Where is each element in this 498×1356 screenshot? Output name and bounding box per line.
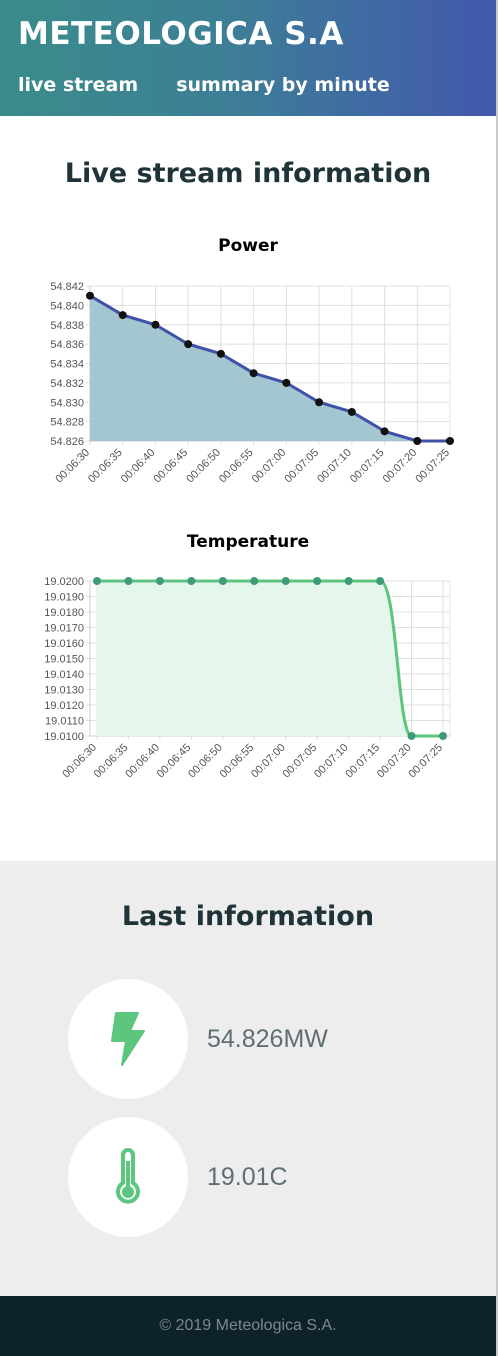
nav-summary-by-minute[interactable]: summary by minute xyxy=(176,74,390,96)
data-point xyxy=(184,340,193,349)
brand-title[interactable]: METEOLOGICA S.A xyxy=(18,16,344,52)
temperature-value: 19.01C xyxy=(207,1162,288,1191)
y-tick-label: 54.842 xyxy=(50,281,84,293)
data-point xyxy=(315,398,324,407)
y-tick-label: 19.0100 xyxy=(44,731,84,743)
y-tick-label: 19.0190 xyxy=(44,592,84,604)
data-point xyxy=(439,732,447,740)
x-tick-label: 00:07:25 xyxy=(413,447,452,486)
y-tick-label: 19.0140 xyxy=(44,669,84,681)
data-point xyxy=(407,732,416,740)
power-info-row: 54.826MW xyxy=(68,979,328,1099)
y-tick-label: 54.834 xyxy=(50,359,84,371)
temperature-chart: 19.0200 19.0190 19.0180 19.0170 19.0160 19.01… xyxy=(44,576,451,781)
x-tick-label: 00:07:20 xyxy=(381,447,420,486)
site-footer: © 2019 Meteologica S.A. xyxy=(0,1296,496,1356)
y-tick-label: 54.836 xyxy=(50,339,84,351)
data-point xyxy=(380,427,389,436)
data-point xyxy=(446,437,454,445)
data-point xyxy=(413,437,422,445)
y-tick-label: 19.0170 xyxy=(44,623,84,635)
x-tick-label: 00:06:55 xyxy=(217,447,256,486)
nav-live-stream[interactable]: live stream xyxy=(18,74,139,96)
x-tick-label: 00:07:00 xyxy=(250,447,289,486)
data-point xyxy=(376,577,385,585)
live-section-title: Live stream information xyxy=(64,158,432,189)
power-icon-circle xyxy=(68,979,188,1099)
x-tick-label: 00:06:30 xyxy=(53,447,92,486)
y-tick-label: 19.0130 xyxy=(44,685,84,697)
data-point xyxy=(124,577,133,585)
x-tick-label: 00:07:10 xyxy=(315,447,354,486)
site-header: METEOLOGICA S.A live stream summary by m… xyxy=(0,0,496,116)
data-point xyxy=(250,577,259,585)
data-point xyxy=(118,311,127,320)
footer-copyright: © 2019 Meteologica S.A. xyxy=(159,1317,337,1334)
y-tick-label: 54.840 xyxy=(50,300,84,312)
x-tick-label: 00:07:25 xyxy=(406,742,445,781)
lightning-icon xyxy=(111,1012,145,1066)
last-information-title: Last information xyxy=(121,901,375,932)
x-tick-label: 00:06:50 xyxy=(184,447,223,486)
temperature-info-row: 19.01C xyxy=(68,1117,288,1237)
temperature-icon-circle xyxy=(68,1117,188,1237)
y-tick-label: 19.0120 xyxy=(44,700,84,712)
data-point xyxy=(151,320,160,329)
x-tick-label: 00:07:05 xyxy=(282,447,321,486)
data-point xyxy=(187,577,196,585)
data-point xyxy=(216,349,225,358)
temperature-chart-title: Temperature xyxy=(186,532,310,552)
series-area xyxy=(90,295,450,441)
data-point xyxy=(344,577,353,585)
data-point xyxy=(281,577,290,585)
y-tick-label: 19.0200 xyxy=(44,576,84,588)
y-tick-label: 54.838 xyxy=(50,320,84,332)
series-line xyxy=(89,294,450,443)
data-point xyxy=(347,407,356,416)
series-area xyxy=(97,581,443,736)
data-point xyxy=(93,577,101,585)
power-chart: 54.842 54.840 54.838 54.836 54.834 54.832 54.8… xyxy=(50,281,454,486)
data-point xyxy=(155,577,164,585)
page-edge xyxy=(496,0,498,1356)
power-value: 54.826MW xyxy=(207,1024,328,1053)
data-point xyxy=(218,577,227,585)
y-tick-label: 54.832 xyxy=(50,378,84,390)
x-tick-label: 00:06:40 xyxy=(119,447,158,486)
y-tick-label: 54.826 xyxy=(50,436,84,448)
x-tick-label: 00:06:35 xyxy=(86,447,125,486)
power-chart-title: Power xyxy=(218,236,278,256)
last-information-section: Last information 54.826MW 19.01C xyxy=(0,861,496,1296)
y-tick-label: 19.0110 xyxy=(45,716,84,728)
y-tick-label: 54.830 xyxy=(50,397,84,409)
y-tick-label: 19.0160 xyxy=(44,638,84,650)
thermometer-icon xyxy=(116,1148,140,1204)
y-tick-label: 54.828 xyxy=(50,417,84,429)
y-tick-label: 19.0150 xyxy=(44,654,84,666)
data-point xyxy=(313,577,322,585)
x-tick-label: 00:07:15 xyxy=(348,447,387,486)
x-tick-label: 00:06:45 xyxy=(152,447,191,486)
data-point xyxy=(249,369,258,378)
data-point xyxy=(282,378,291,387)
y-tick-label: 19.0180 xyxy=(44,607,84,619)
data-point xyxy=(86,291,94,300)
series-line xyxy=(97,579,443,738)
main-nav: live stream summary by minute xyxy=(18,74,390,96)
